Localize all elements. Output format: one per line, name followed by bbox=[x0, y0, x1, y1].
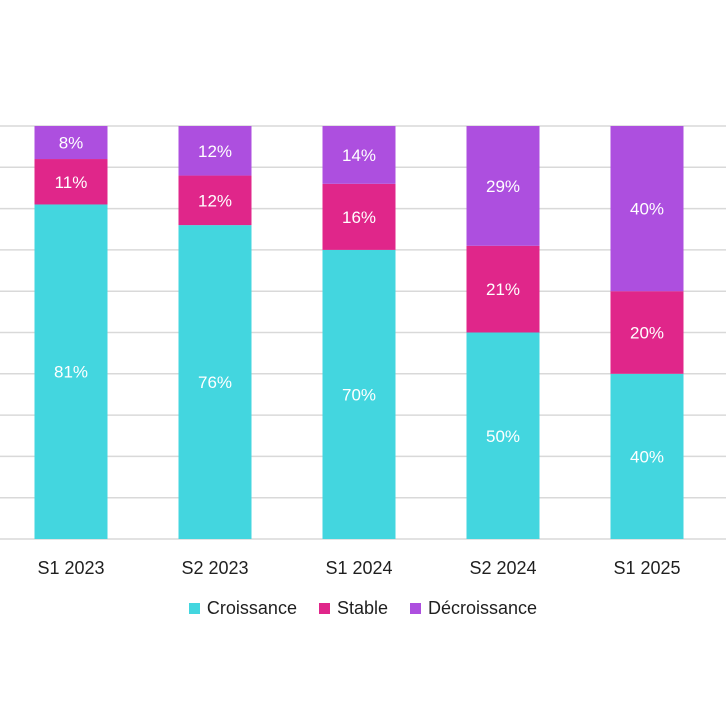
legend-swatch-decroissance bbox=[410, 603, 422, 614]
bar-segment-decroissance[interactable] bbox=[34, 126, 108, 160]
bar-segment-decroissance[interactable] bbox=[610, 126, 684, 292]
data-label: 70% bbox=[342, 385, 376, 404]
x-tick-label: S1 2025 bbox=[613, 558, 680, 578]
bar-segment-decroissance[interactable] bbox=[178, 126, 252, 176]
legend-item-decroissance[interactable]: Décroissance bbox=[410, 598, 537, 619]
x-tick-label: S1 2023 bbox=[37, 558, 104, 578]
data-label: 8% bbox=[59, 134, 84, 153]
legend-swatch-stable bbox=[318, 603, 330, 614]
bar-segment-stable[interactable] bbox=[610, 291, 684, 374]
bars: 81% 11% 8% 76% 12% 12% 70% 16% 14% 50% 21% 29% 40% 20… bbox=[34, 126, 684, 540]
data-label: 81% bbox=[54, 363, 88, 382]
bar-segment-croissance[interactable] bbox=[466, 332, 540, 540]
legend: Croissance Stable Décroissance bbox=[0, 598, 726, 619]
bar-segment-stable[interactable] bbox=[322, 183, 396, 250]
legend-item-croissance[interactable]: Croissance bbox=[188, 598, 297, 619]
data-label: 12% bbox=[198, 142, 232, 161]
bar-segment-croissance[interactable] bbox=[610, 373, 684, 539]
bar-segment-stable[interactable] bbox=[466, 245, 540, 333]
bar-segment-decroissance[interactable] bbox=[466, 126, 540, 246]
bar-segment-decroissance[interactable] bbox=[322, 126, 396, 184]
legend-label-stable: Stable bbox=[336, 598, 389, 618]
data-label: 14% bbox=[342, 146, 376, 165]
legend-swatch-croissance bbox=[188, 603, 200, 614]
data-label: 76% bbox=[198, 373, 232, 392]
data-label: 50% bbox=[486, 427, 520, 446]
bar-segment-stable[interactable] bbox=[34, 159, 108, 205]
bar-segment-stable[interactable] bbox=[178, 175, 252, 226]
x-axis-tick-labels: S1 2023 S2 2023 S1 2024 S2 2024 S1 2025 bbox=[37, 558, 680, 578]
bar-segment-croissance[interactable] bbox=[322, 249, 396, 539]
data-label: 40% bbox=[630, 447, 664, 466]
bar-segment-croissance[interactable] bbox=[34, 204, 108, 539]
x-tick-label: S1 2024 bbox=[325, 558, 392, 578]
legend-label-decroissance: Décroissance bbox=[428, 598, 538, 618]
bar-segment-croissance[interactable] bbox=[178, 225, 252, 539]
data-label: 11% bbox=[55, 173, 88, 192]
data-label: 12% bbox=[198, 191, 232, 210]
data-label: 40% bbox=[630, 200, 664, 219]
legend-label-croissance: Croissance bbox=[206, 598, 297, 618]
data-label: 16% bbox=[342, 208, 376, 227]
x-tick-label: S2 2023 bbox=[181, 558, 248, 578]
x-tick-label: S2 2024 bbox=[469, 558, 536, 578]
data-label: 29% bbox=[486, 177, 520, 196]
data-label: 21% bbox=[486, 280, 520, 299]
data-label: 20% bbox=[630, 324, 664, 343]
legend-item-stable[interactable]: Stable bbox=[318, 598, 389, 619]
